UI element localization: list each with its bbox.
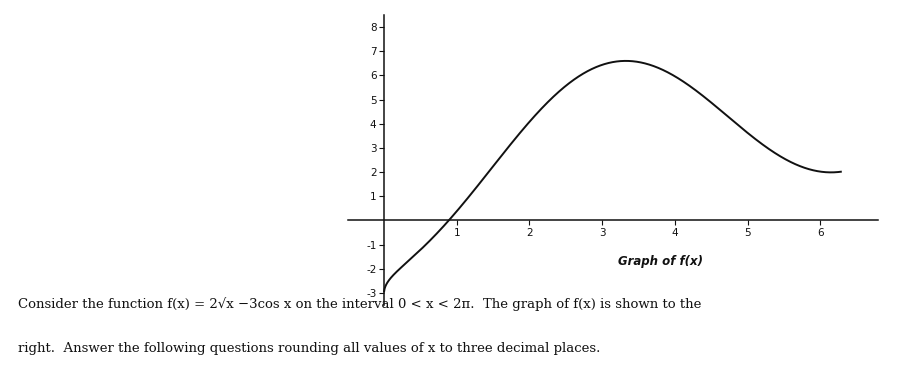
Text: right.  Answer the following questions rounding all values of x to three decimal: right. Answer the following questions ro… [18,342,600,355]
Text: Consider the function f(x) = 2√x −3cos x on the interval 0 < x < 2π.  The graph : Consider the function f(x) = 2√x −3cos x… [18,298,702,311]
Text: Graph of f(x): Graph of f(x) [618,255,703,268]
